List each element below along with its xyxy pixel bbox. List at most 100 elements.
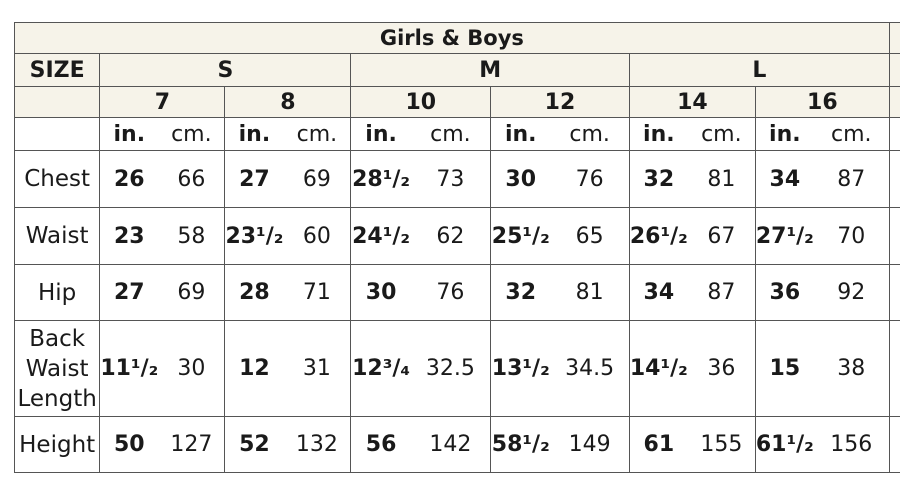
empty-cell [13, 117, 101, 151]
value-in: 26¹/₂ [628, 207, 688, 265]
group-row: SIZE S M L [13, 53, 900, 87]
partial-cell [888, 53, 900, 87]
value-cm: 62 [410, 207, 492, 265]
title-row: Girls & Boys [14, 22, 900, 54]
value-in: 25¹/₂ [490, 207, 551, 265]
value-in: 23¹/₂ [224, 207, 284, 265]
value-in: 30 [350, 264, 411, 321]
value-cm: 58 [158, 207, 226, 265]
value-cm: 38 [813, 320, 890, 417]
row-label-line: Chest [24, 166, 91, 192]
value-in: 34 [754, 150, 814, 208]
value-cm: 65 [550, 207, 630, 265]
unit: cm. [283, 117, 352, 151]
value-cm: 36 [687, 320, 756, 417]
value-cm: 87 [813, 150, 890, 208]
partial-cell [888, 264, 900, 321]
value-in: 23 [99, 207, 159, 265]
size-group: S [99, 53, 352, 87]
value-in: 24¹/₂ [350, 207, 411, 265]
size: 8 [224, 86, 352, 118]
unit: in. [224, 117, 284, 151]
size-row: 7 8 10 12 14 16 [13, 86, 900, 118]
size: 16 [754, 86, 890, 118]
value-cm: 69 [283, 150, 352, 208]
value-cm: 32.5 [410, 320, 492, 417]
measure-row: Back Waist Length 11¹/₂ 30 12 31 12³/₄ 32.5 13¹/₂… [13, 320, 900, 417]
value-in: 15 [754, 320, 814, 417]
value-in: 58¹/₂ [490, 416, 551, 473]
value-cm: 76 [410, 264, 492, 321]
partial-cell [888, 320, 900, 417]
value-cm: 70 [813, 207, 890, 265]
value-cm: 60 [283, 207, 352, 265]
value-cm: 127 [158, 416, 226, 473]
value-in: 27 [224, 150, 284, 208]
value-in: 12³/₄ [350, 320, 411, 417]
size-group: M [350, 53, 630, 87]
value-cm: 66 [158, 150, 226, 208]
unit: in. [350, 117, 411, 151]
value-cm: 73 [410, 150, 492, 208]
row-label: Waist [13, 207, 101, 265]
value-cm: 31 [283, 320, 352, 417]
row-label: Back Waist Length [13, 320, 101, 417]
value-in: 28 [224, 264, 284, 321]
value-cm: 156 [813, 416, 890, 473]
partial-cell [888, 416, 900, 473]
value-in: 27 [99, 264, 159, 321]
size: 7 [99, 86, 226, 118]
row-label: Height [13, 416, 101, 473]
value-in: 11¹/₂ [99, 320, 159, 417]
unit: in. [99, 117, 159, 151]
value-in: 50 [99, 416, 159, 473]
value-cm: 34.5 [550, 320, 630, 417]
title: Girls & Boys [14, 22, 890, 54]
partial-cell [888, 150, 900, 208]
value-cm: 142 [410, 416, 492, 473]
value-in: 27¹/₂ [754, 207, 814, 265]
value-cm: 30 [158, 320, 226, 417]
value-cm: 92 [813, 264, 890, 321]
partial-cell [888, 86, 900, 118]
value-in: 56 [350, 416, 411, 473]
value-cm: 71 [283, 264, 352, 321]
unit: in. [628, 117, 688, 151]
size-chart-table: Girls & Boys SIZE S M L 7 8 10 12 14 16 in. cm. in. cm… [13, 22, 900, 473]
partial-cell [888, 22, 900, 54]
value-in: 32 [628, 150, 688, 208]
size: 10 [350, 86, 492, 118]
unit: in. [490, 117, 551, 151]
value-in: 13¹/₂ [490, 320, 551, 417]
unit: cm. [550, 117, 630, 151]
row-label-line: Length [17, 385, 97, 412]
value-in: 36 [754, 264, 814, 321]
value-cm: 155 [687, 416, 756, 473]
row-label: Chest [13, 150, 101, 208]
unit: cm. [158, 117, 226, 151]
value-cm: 76 [550, 150, 630, 208]
unit: cm. [813, 117, 890, 151]
value-in: 52 [224, 416, 284, 473]
row-label-line: Height [19, 431, 96, 458]
value-in: 12 [224, 320, 284, 417]
measure-row: Chest 26 66 27 69 28¹/₂ 73 30 76 32 81 34 87 [13, 150, 900, 208]
value-in: 14¹/₂ [628, 320, 688, 417]
row-label-line: Hip [38, 279, 77, 306]
value-cm: 67 [687, 207, 756, 265]
value-cm: 81 [550, 264, 630, 321]
value-cm: 69 [158, 264, 226, 321]
partial-cell [888, 207, 900, 265]
row-label-line: Waist [25, 223, 89, 249]
value-cm: 81 [687, 150, 756, 208]
value-in: 30 [490, 150, 551, 208]
row-label-line: Waist [25, 355, 89, 382]
measure-row: Waist 23 58 23¹/₂ 60 24¹/₂ 62 25¹/₂ 65 26¹/₂ 67 27¹… [13, 207, 900, 265]
unit-row: in. cm. in. cm. in. cm. in. cm. in. cm. in. cm. [13, 117, 900, 151]
partial-cell [888, 117, 900, 151]
value-in: 61¹/₂ [754, 416, 814, 473]
value-in: 28¹/₂ [350, 150, 411, 208]
unit: in. [754, 117, 814, 151]
unit: cm. [687, 117, 756, 151]
value-in: 26 [99, 150, 159, 208]
